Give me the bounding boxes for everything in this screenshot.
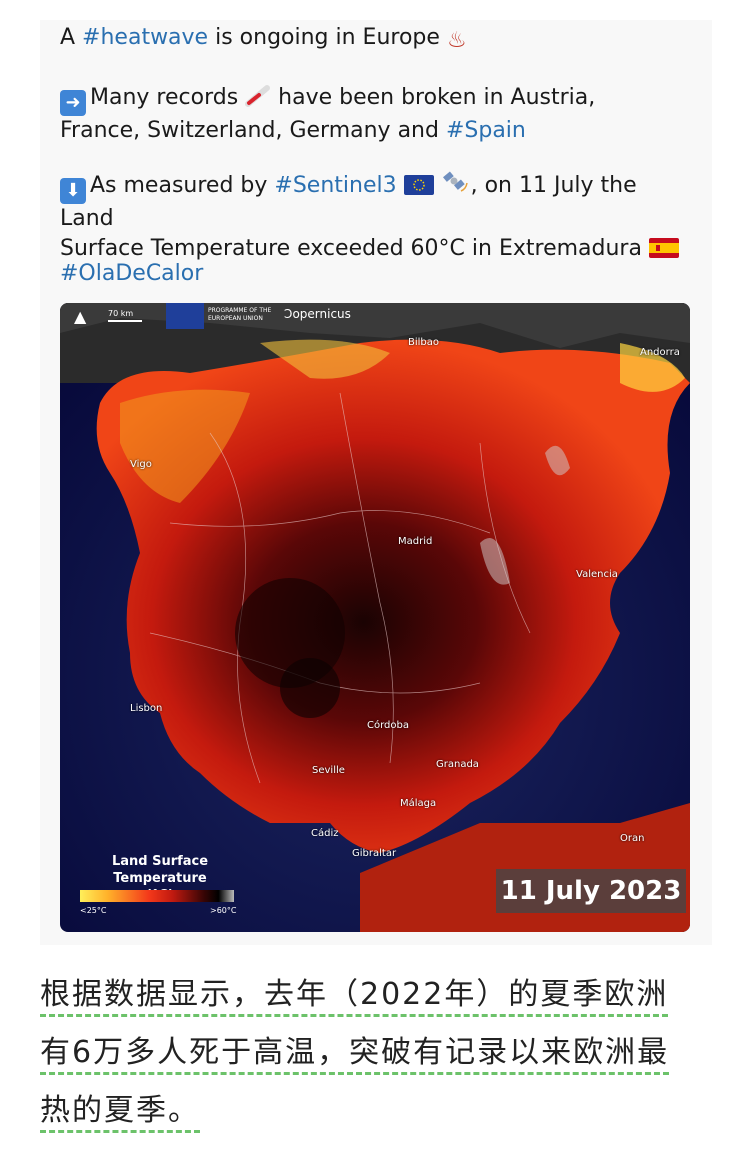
city-label: Andorra	[640, 347, 680, 358]
city-label: Málaga	[400, 798, 437, 809]
scale-bar	[108, 320, 142, 322]
hashtag-sentinel3[interactable]: #Sentinel3	[274, 173, 397, 198]
tweet-paragraph-3: ⬇ As measured by #Sentinel3 , on 11 July …	[60, 171, 692, 267]
tweet-text: Many records	[90, 85, 239, 110]
tweet-text: have been broken in Austria,	[271, 85, 596, 110]
tweet-text: As measured by	[90, 173, 275, 198]
copernicus-c-icon: Ↄ	[284, 307, 293, 321]
city-label: Lisbon	[130, 703, 163, 714]
city-label: Bilbao	[408, 337, 440, 348]
tweet-line-1: A #heatwave is ongoing in Europe ♨	[60, 23, 692, 56]
tweet-text: A	[60, 25, 83, 50]
arrow-down-icon: ⬇	[60, 178, 86, 204]
legend-max-label: >60°C	[210, 906, 237, 915]
tweet-paragraph-2: ➜ Many records have been broken in Austri…	[60, 83, 692, 146]
legend-title: Land Surface Temperature (°C)	[100, 853, 220, 904]
caption-text: 有6万多人死于高温，突破有记录以来欧洲最	[40, 1035, 670, 1075]
satellite-icon	[441, 171, 471, 204]
caption-line-2: 有6万多人死于高温，突破有记录以来欧洲最	[40, 1034, 720, 1075]
city-label: Valencia	[576, 569, 618, 580]
tweet-text: Surface Temperature exceeded 60°C in Ext…	[60, 236, 642, 261]
tweet-text: is ongoing in Europe	[208, 25, 440, 50]
tweet-text: France, Switzerland, Germany and	[60, 118, 446, 143]
heat-map-image: ▲ 70 km PROGRAMME OF THE EUROPEAN UNION …	[60, 303, 690, 932]
legend-min-label: <25°C	[80, 906, 107, 915]
eu-programme-text: PROGRAMME OF THE EUROPEAN UNION	[208, 307, 272, 322]
hot-springs-icon: ♨	[446, 28, 467, 53]
city-label: Madrid	[398, 536, 433, 547]
hashtag-heatwave[interactable]: #heatwave	[82, 25, 209, 50]
city-label: Granada	[436, 759, 479, 770]
spain-flag-icon	[648, 237, 679, 267]
city-label: Gibraltar	[352, 848, 397, 859]
city-label: Córdoba	[367, 720, 409, 731]
city-label: Seville	[312, 765, 345, 776]
caption-text: 根据数据显示，去年（2022年）的夏季欧洲	[40, 977, 669, 1017]
eu-flag-icon	[403, 174, 434, 204]
scale-label: 70 km	[108, 309, 134, 318]
copernicus-label: opernicus	[292, 307, 351, 321]
eu-flag-logo	[166, 303, 204, 329]
hashtag-oladecalor[interactable]: #OlaDeCalor	[60, 261, 204, 286]
tweet-paragraph-4: #OlaDeCalor	[60, 259, 692, 289]
hashtag-spain[interactable]: #Spain	[445, 118, 526, 143]
legend-title-line: Land Surface	[111, 854, 209, 869]
city-label: Cádiz	[311, 828, 339, 839]
copernicus-logo: Ↄopernicus	[284, 307, 351, 321]
tweet-text: , on 11 July the Land	[60, 173, 637, 231]
caption-text: 热的夏季。	[40, 1093, 200, 1133]
caption-line-3: 热的夏季。	[40, 1092, 720, 1133]
arrow-right-icon: ➜	[60, 90, 86, 116]
city-label: Oran	[620, 833, 645, 844]
date-label: 11 July 2023	[496, 869, 686, 913]
caption-line-1: 根据数据显示，去年（2022年）的夏季欧洲	[40, 976, 720, 1017]
north-arrow-icon: ▲	[74, 307, 87, 326]
city-label: Vigo	[130, 459, 152, 470]
legend-color-bar	[80, 890, 234, 902]
map-graphic	[60, 303, 690, 932]
map-header: ▲ 70 km PROGRAMME OF THE EUROPEAN UNION …	[60, 303, 690, 331]
thermometer-icon	[245, 85, 271, 116]
